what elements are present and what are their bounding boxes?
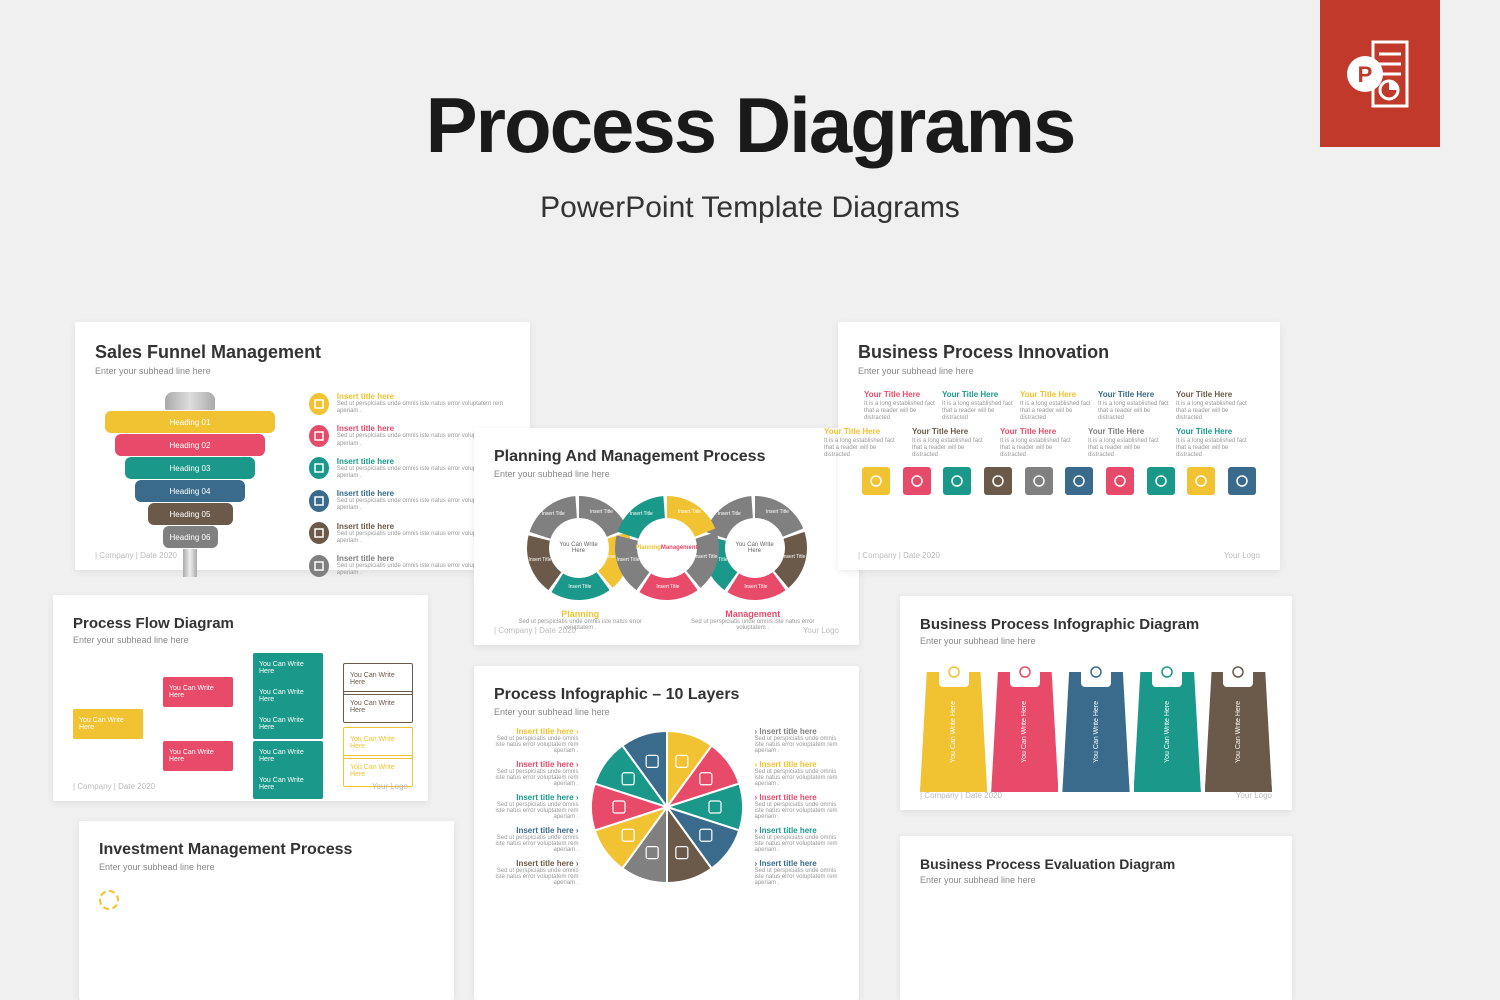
card-title: Process Infographic – 10 Layers	[494, 686, 839, 704]
pie-label-l4: Insert title here ›Sed ut perspiciatis u…	[494, 859, 579, 886]
footer-right: Your Logo	[803, 626, 839, 635]
inno-top-3: Your Title HereIt is a long established …	[1098, 390, 1176, 423]
card-investment: Investment Management Process Enter your…	[79, 821, 454, 1000]
pie-label-l0: Insert title here ›Sed ut perspiciatis u…	[494, 727, 579, 754]
inno-bot-2: Your Title HereIt is a long established …	[1000, 427, 1078, 460]
card-process-10-layers: Process Infographic – 10 Layers Enter yo…	[474, 666, 859, 1000]
pie-label-l1: Insert title here ›Sed ut perspiciatis u…	[494, 760, 579, 787]
footer-left: | Company | Date 2020	[73, 782, 155, 791]
inno-icon-6	[1106, 467, 1134, 495]
inno-icon-3	[984, 467, 1012, 495]
trap-4: .trap:nth-child(5)::before{background:#6…	[1205, 672, 1272, 792]
flow-body: You Can Write Here You Can Write Here Yo…	[73, 659, 408, 789]
card-infographic-trapezoids: Business Process Infographic Diagram Ent…	[900, 596, 1292, 810]
inno-top-0: Your Title HereIt is a long established …	[864, 390, 942, 423]
footer-right: Your Logo	[1224, 551, 1260, 560]
hero: Process Diagrams PowerPoint Template Dia…	[0, 80, 1500, 225]
hero-subtitle: PowerPoint Template Diagrams	[0, 191, 1500, 225]
card-sales-funnel: Sales Funnel Management Enter your subhe…	[75, 322, 530, 570]
card-subtitle: Enter your subhead line here	[858, 366, 1260, 376]
footer-left: | Company | Date 2020	[920, 791, 1002, 800]
card-process-flow: Process Flow Diagram Enter your subhead …	[53, 595, 428, 801]
inno-icon-5	[1065, 467, 1093, 495]
inno-icon-4	[1025, 467, 1053, 495]
card-title: Process Flow Diagram	[73, 615, 408, 632]
card-subtitle: Enter your subhead line here	[99, 862, 434, 872]
pie-label-l2: Insert title here ›Sed ut perspiciatis u…	[494, 793, 579, 820]
footer-right: Your Logo	[372, 782, 408, 791]
funnel-stage-3: Heading 04	[135, 480, 245, 502]
inno-top-1: Your Title HereIt is a long established …	[942, 390, 1020, 423]
card-title: Business Process Infographic Diagram	[920, 616, 1272, 633]
card-planning-management: Planning And Management Process Enter yo…	[474, 428, 859, 645]
hero-title: Process Diagrams	[0, 80, 1500, 171]
card-title: Planning And Management Process	[494, 448, 839, 466]
funnel-stage-5: Heading 06	[163, 526, 218, 548]
pie-label-r3: › Insert title hereSed ut perspiciatis u…	[755, 826, 840, 853]
card-business-innovation: Business Process Innovation Enter your s…	[838, 322, 1280, 570]
inno-bot-4: Your Title HereIt is a long established …	[1176, 427, 1254, 460]
inno-icon-9	[1228, 467, 1256, 495]
pie-label-r2: › Insert title hereSed ut perspiciatis u…	[755, 793, 840, 820]
footer-left: | Company | Date 2020	[858, 551, 940, 560]
ring-label-planning: Planning	[515, 609, 645, 619]
flow-b1: You Can Write Here	[163, 677, 233, 707]
funnel-stage-0: Heading 01	[105, 411, 275, 433]
card-subtitle: Enter your subhead line here	[920, 875, 1272, 885]
inno-icon-2	[943, 467, 971, 495]
inno-bot-1: Your Title HereIt is a long established …	[912, 427, 990, 460]
footer-right: Your Logo	[1236, 791, 1272, 800]
flow-c4: You Can Write Here	[253, 741, 323, 771]
footer-left: | Company | Date 2020	[95, 551, 177, 560]
trap-0: .trap:nth-child(1)::before{background:#f…	[920, 672, 987, 792]
footer-left: | Company | Date 2020	[494, 626, 576, 635]
flow-c2: You Can Write Here	[253, 681, 323, 711]
ring-center: PlanningManagementInsert TitleInsert Tit…	[612, 493, 722, 603]
flow-b2: You Can Write Here	[163, 741, 233, 771]
card-subtitle: Enter your subhead line here	[494, 469, 839, 479]
inno-top-2: Your Title HereIt is a long established …	[1020, 390, 1098, 423]
inno-bot-3: Your Title HereIt is a long established …	[1088, 427, 1166, 460]
inno-icon-0	[862, 467, 890, 495]
inno-icon-1	[903, 467, 931, 495]
pie-label-r0: › Insert title hereSed ut perspiciatis u…	[755, 727, 840, 754]
card-evaluation: Business Process Evaluation Diagram Ente…	[900, 836, 1292, 1000]
trap-1: .trap:nth-child(2)::before{background:#e…	[991, 672, 1058, 792]
card-title: Sales Funnel Management	[95, 342, 510, 363]
flow-c1: You Can Write Here	[253, 653, 323, 683]
pie-label-l3: Insert title here ›Sed ut perspiciatis u…	[494, 826, 579, 853]
inno-icon-8	[1187, 467, 1215, 495]
card-subtitle: Enter your subhead line here	[494, 707, 839, 717]
pie-label-r4: › Insert title hereSed ut perspiciatis u…	[755, 859, 840, 886]
inno-top-4: Your Title HereIt is a long established …	[1176, 390, 1254, 423]
funnel-stage-1: Heading 02	[115, 434, 265, 456]
card-title: Business Process Evaluation Diagram	[920, 856, 1272, 872]
funnel-stage-2: Heading 03	[125, 457, 255, 479]
card-subtitle: Enter your subhead line here	[920, 636, 1272, 646]
pie-wheel	[587, 727, 747, 887]
inno-icon-7	[1147, 467, 1175, 495]
funnel-legend-0: Insert title hereSed ut perspiciatis und…	[309, 392, 510, 415]
flow-d2: You Can Write Here	[343, 691, 413, 723]
flow-c3: You Can Write Here	[253, 709, 323, 739]
funnel-stage-4: Heading 05	[148, 503, 233, 525]
ring-label-management: Management	[688, 609, 818, 619]
trap-3: .trap:nth-child(4)::before{background:#1…	[1134, 672, 1201, 792]
trap-2: .trap:nth-child(3)::before{background:#3…	[1062, 672, 1129, 792]
flow-root: You Can Write Here	[73, 709, 143, 739]
card-subtitle: Enter your subhead line here	[95, 366, 510, 376]
card-subtitle: Enter your subhead line here	[73, 635, 408, 645]
card-title: Business Process Innovation	[858, 342, 1260, 363]
pie-label-r1: › Insert title hereSed ut perspiciatis u…	[755, 760, 840, 787]
card-title: Investment Management Process	[99, 841, 434, 859]
inno-bot-0: Your Title HereIt is a long established …	[824, 427, 902, 460]
